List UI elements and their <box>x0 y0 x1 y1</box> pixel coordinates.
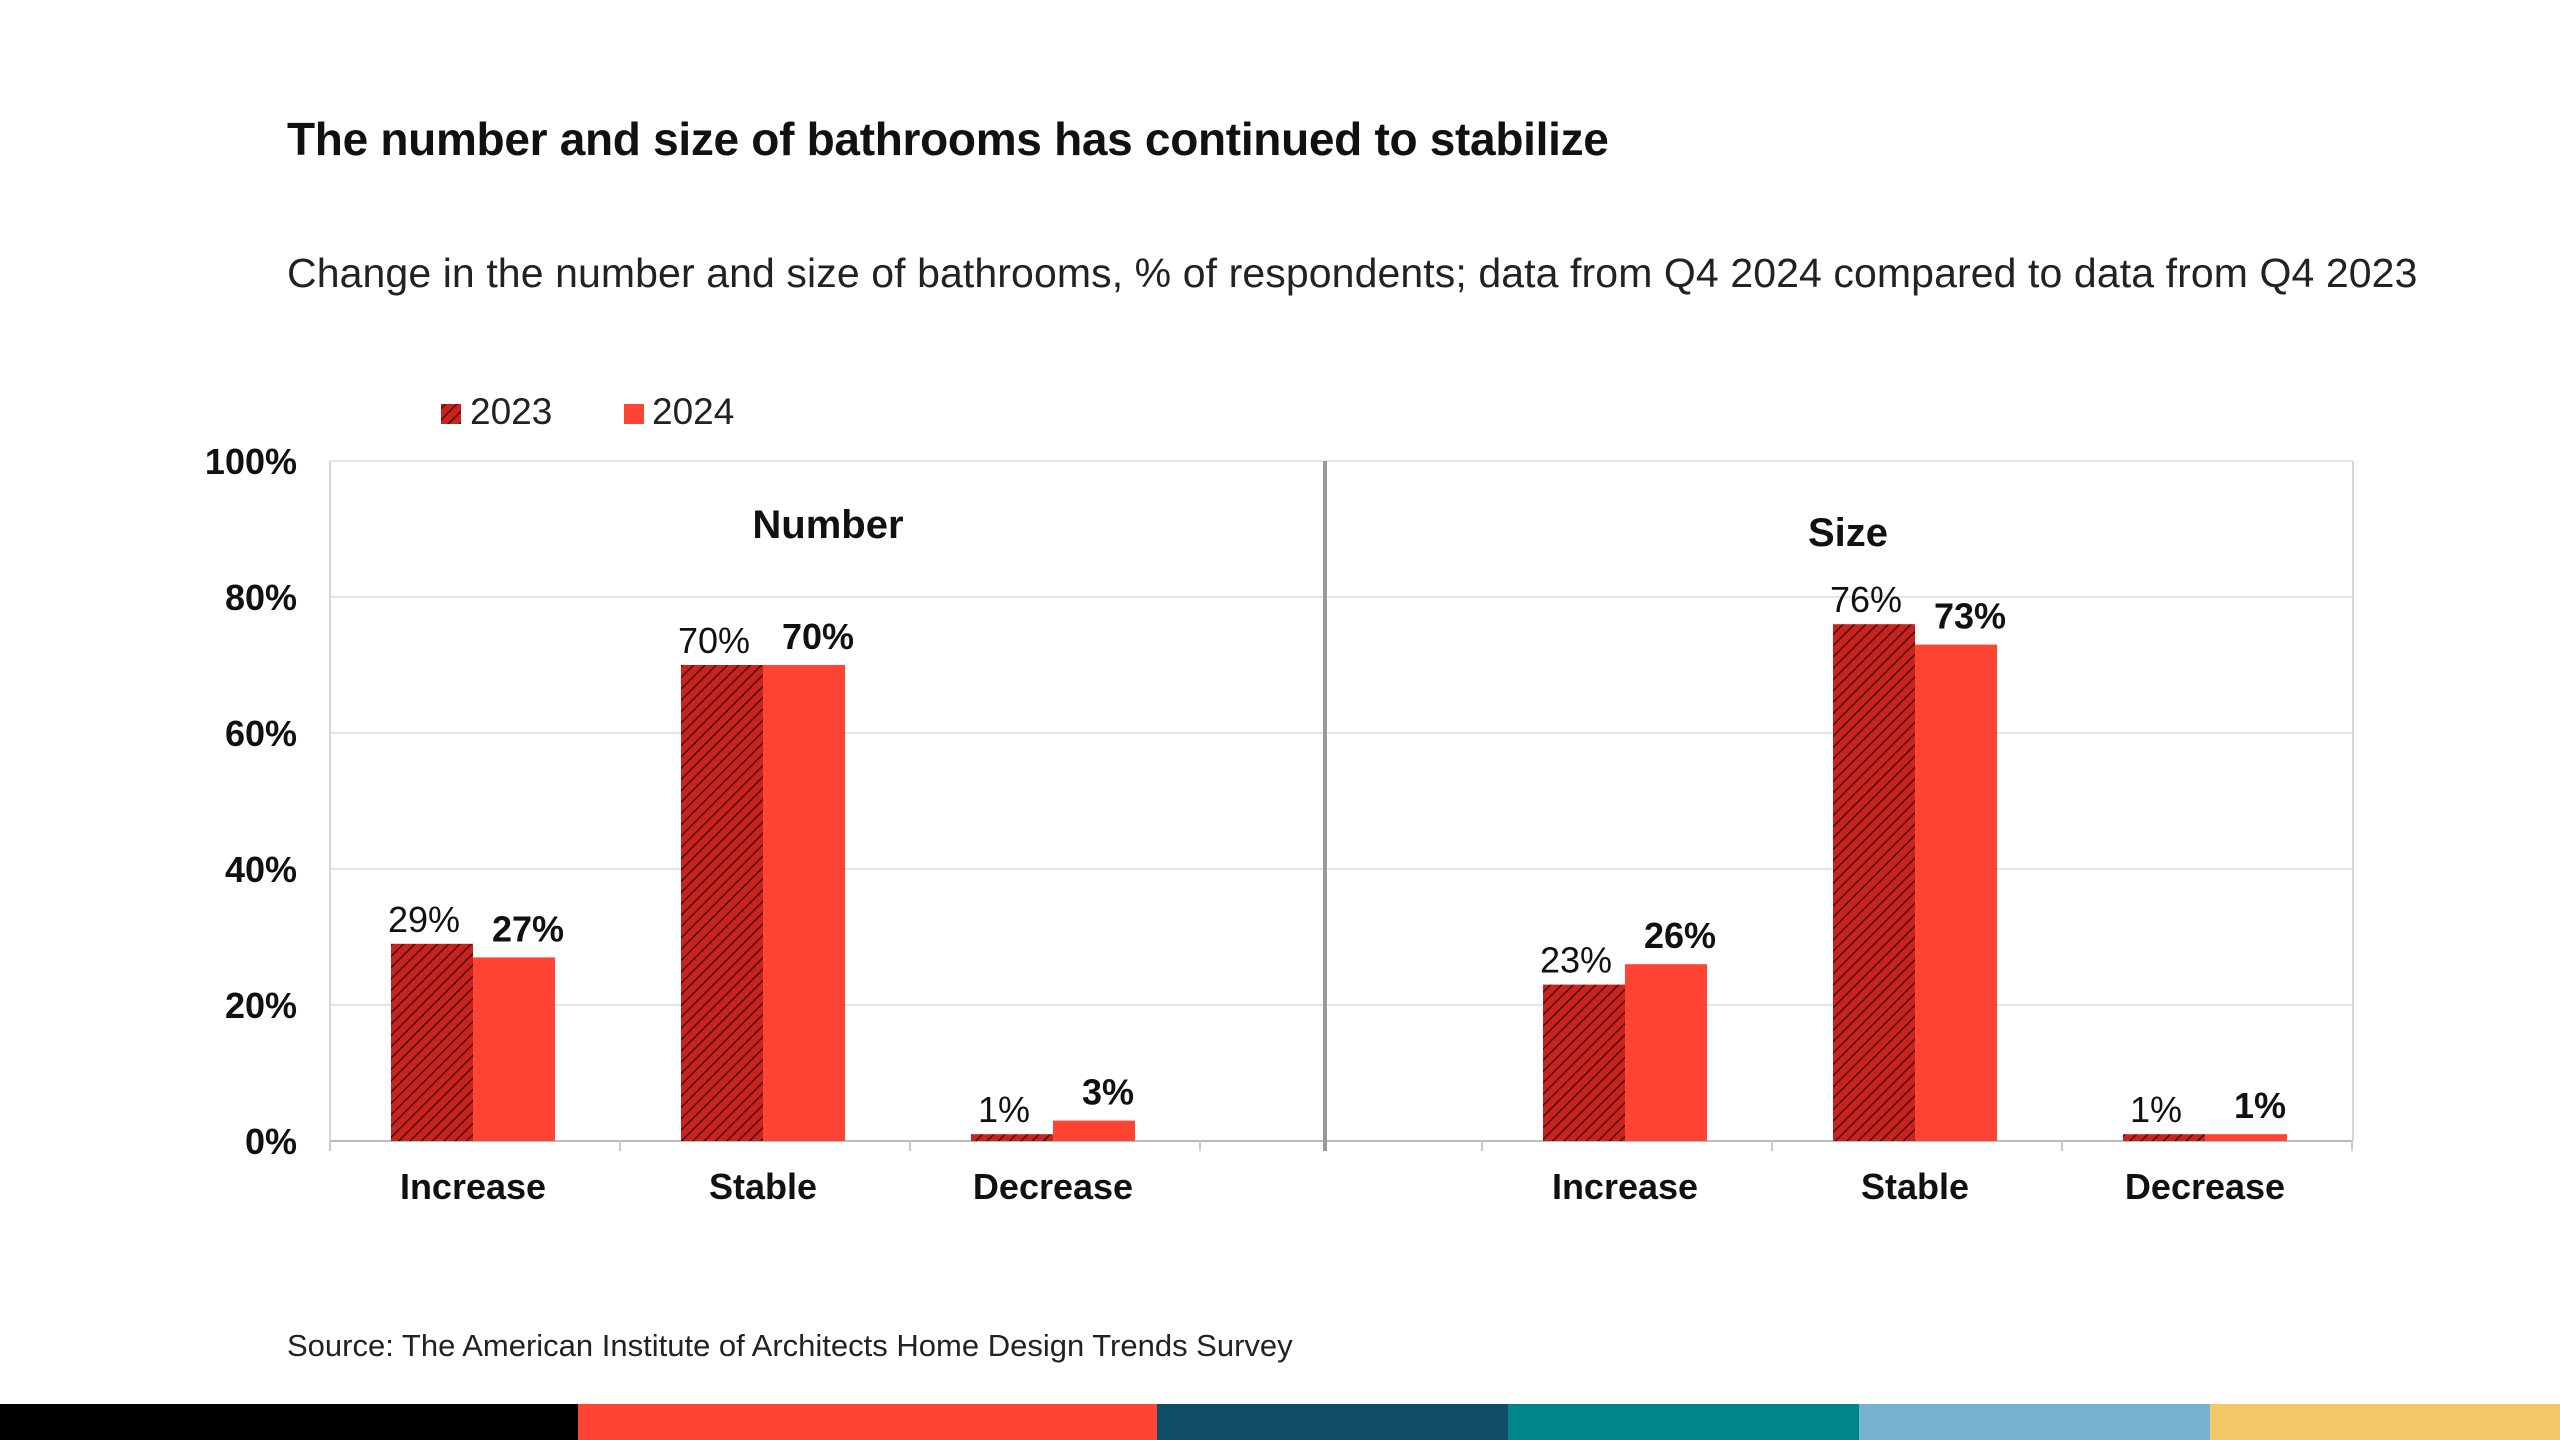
data-label: 29% <box>388 899 460 940</box>
stripe-segment <box>1157 1404 1508 1440</box>
stripe-segment <box>1508 1404 1859 1440</box>
chart-subtitle: Change in the number and size of bathroo… <box>287 250 2418 296</box>
stripe-segment <box>1859 1404 2210 1440</box>
x-tick-label: Stable <box>1861 1166 1969 1207</box>
stripe-segment <box>578 1404 1157 1440</box>
bar-2023 <box>1833 624 1915 1141</box>
data-label: 1% <box>2130 1089 2182 1130</box>
panel-title: Number <box>752 503 903 547</box>
chart-canvas: 0% 20% 40% 60% 80% 100% Number Increase 29% 27% St… <box>205 391 2354 1207</box>
bar-2024 <box>1053 1120 1135 1141</box>
x-tick-label: Increase <box>1552 1166 1698 1207</box>
stripe-segment <box>2210 1404 2560 1440</box>
y-tick-label: 80% <box>225 577 297 618</box>
x-tick-label: Increase <box>400 1166 546 1207</box>
data-label: 1% <box>978 1089 1030 1130</box>
legend-swatch-2024 <box>624 404 644 424</box>
data-label: 27% <box>492 908 564 949</box>
legend-label: 2023 <box>470 391 552 432</box>
chart-title: The number and size of bathrooms has con… <box>287 113 1609 165</box>
y-tick-label: 40% <box>225 849 297 890</box>
bar-2023 <box>971 1134 1053 1141</box>
data-label: 23% <box>1540 940 1612 981</box>
data-label: 1% <box>2234 1085 2286 1126</box>
y-tick-label: 0% <box>245 1121 297 1162</box>
data-label: 73% <box>1934 596 2006 637</box>
y-tick-label: 100% <box>205 441 297 482</box>
source-note: Source: The American Institute of Archit… <box>287 1328 1293 1363</box>
data-label: 3% <box>1082 1072 1134 1113</box>
data-label: 26% <box>1644 915 1716 956</box>
bar-2024 <box>1625 964 1707 1141</box>
data-label: 76% <box>1830 579 1902 620</box>
bar-2024 <box>2205 1134 2287 1141</box>
x-tick-label: Decrease <box>2125 1166 2285 1207</box>
panel-title: Size <box>1808 511 1888 555</box>
bar-2024 <box>763 665 845 1141</box>
bar-2023 <box>2123 1134 2205 1141</box>
legend-label: 2024 <box>652 391 734 432</box>
bar-2024 <box>1915 644 1997 1141</box>
bar-2024 <box>473 957 555 1141</box>
legend-swatch-2023 <box>441 404 461 424</box>
brand-color-stripe <box>0 1404 2560 1440</box>
y-tick-label: 60% <box>225 713 297 754</box>
data-label: 70% <box>782 616 854 657</box>
data-label: 70% <box>678 620 750 661</box>
y-tick-label: 20% <box>225 985 297 1026</box>
x-tick-label: Stable <box>709 1166 817 1207</box>
x-tick-label: Decrease <box>973 1166 1133 1207</box>
bar-2023 <box>391 943 473 1141</box>
stripe-segment <box>0 1404 578 1440</box>
bar-2023 <box>1543 984 1625 1141</box>
bar-2023 <box>681 665 763 1141</box>
